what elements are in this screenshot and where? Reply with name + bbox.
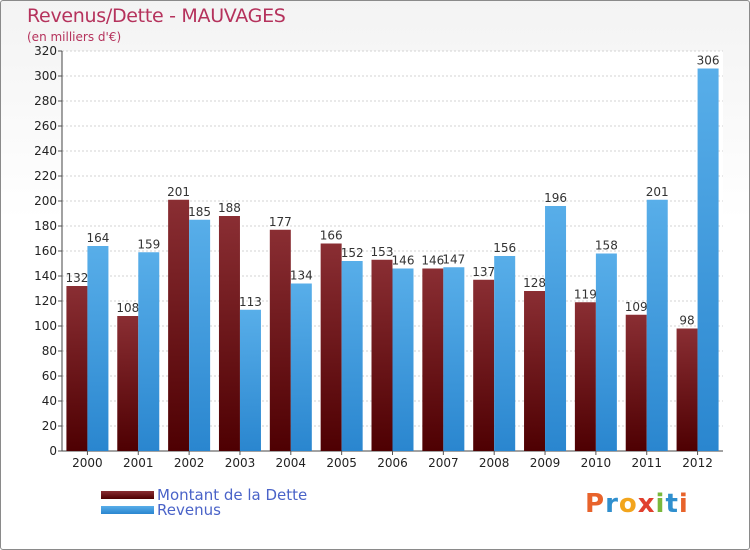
y-tick-label: 20	[42, 419, 57, 433]
bar-revenus	[646, 199, 668, 451]
data-label-revenus: 152	[341, 246, 364, 260]
bar-dette	[625, 314, 647, 451]
bar-dette	[371, 259, 393, 451]
bar-dette	[218, 216, 240, 451]
data-label-dette: 146	[421, 254, 444, 268]
x-tick-label: 2004	[276, 456, 307, 470]
x-tick-label: 2009	[530, 456, 561, 470]
logo-letter: t	[665, 489, 679, 519]
legend-swatch-dette	[101, 491, 154, 499]
y-tick-label: 220	[34, 169, 57, 183]
y-tick-label: 180	[34, 219, 57, 233]
data-label-dette: 109	[625, 300, 648, 314]
y-tick-label: 300	[34, 69, 57, 83]
y-tick-label: 280	[34, 94, 57, 108]
data-label-dette: 188	[218, 201, 241, 215]
y-tick-label: 60	[42, 369, 57, 383]
bar-dette	[524, 291, 546, 451]
data-label-revenus: 146	[392, 254, 415, 268]
data-label-revenus: 164	[86, 231, 109, 245]
bar-revenus	[290, 283, 312, 451]
logo-letter: o	[618, 489, 638, 519]
data-label-revenus: 196	[544, 191, 567, 205]
y-tick-label: 0	[49, 444, 57, 458]
bar-revenus	[443, 267, 465, 451]
logo-letter: i	[678, 489, 689, 519]
data-label-dette: 201	[167, 185, 190, 199]
bar-dette	[269, 229, 291, 451]
bar-revenus	[392, 268, 414, 451]
data-label-revenus: 159	[137, 237, 160, 251]
bar-dette	[168, 199, 190, 451]
bar-dette	[117, 316, 139, 451]
logo-letter: P	[585, 489, 606, 519]
data-label-revenus: 134	[290, 269, 313, 283]
x-tick-label: 2005	[326, 456, 357, 470]
bar-revenus	[239, 309, 261, 451]
x-tick-label: 2012	[682, 456, 713, 470]
x-tick-label: 2011	[631, 456, 662, 470]
logo-letter: r	[605, 489, 619, 519]
legend-swatch-revenus	[101, 506, 154, 514]
x-tick-label: 2006	[377, 456, 408, 470]
x-tick-label: 2010	[581, 456, 612, 470]
data-label-revenus: 156	[493, 241, 516, 255]
bar-revenus	[545, 206, 567, 451]
bar-revenus	[138, 252, 160, 451]
data-label-dette: 153	[371, 245, 394, 259]
x-tick-label: 2001	[123, 456, 154, 470]
data-label-dette: 98	[679, 314, 694, 328]
bar-dette	[676, 328, 698, 451]
bar-revenus	[595, 253, 617, 451]
data-label-dette: 108	[116, 301, 139, 315]
data-label-revenus: 201	[646, 185, 669, 199]
bar-revenus	[341, 261, 363, 451]
bar-revenus	[189, 219, 211, 451]
data-label-revenus: 306	[697, 54, 720, 68]
y-tick-label: 100	[34, 319, 57, 333]
y-tick-label: 160	[34, 244, 57, 258]
bar-revenus	[494, 256, 516, 451]
y-tick-label: 140	[34, 269, 57, 283]
y-tick-label: 240	[34, 144, 57, 158]
logo-letter: x	[637, 489, 656, 519]
x-tick-label: 2007	[428, 456, 459, 470]
y-tick-label: 80	[42, 344, 57, 358]
y-tick-label: 40	[42, 394, 57, 408]
data-label-revenus: 113	[239, 295, 262, 309]
logo-letter: i	[655, 489, 666, 519]
y-tick-label: 120	[34, 294, 57, 308]
data-label-dette: 119	[574, 287, 597, 301]
data-label-dette: 166	[320, 229, 343, 243]
y-tick-label: 200	[34, 194, 57, 208]
chart-subtitle: (en milliers d'€)	[27, 30, 122, 44]
data-label-dette: 132	[65, 271, 88, 285]
bar-revenus	[87, 246, 109, 451]
bar-dette	[422, 268, 444, 451]
data-label-dette: 177	[269, 215, 292, 229]
data-label-dette: 137	[472, 265, 495, 279]
chart-title: Revenus/Dette - MAUVAGES	[27, 5, 286, 27]
bar-dette	[473, 279, 495, 451]
bar-revenus	[697, 68, 719, 451]
x-tick-label: 2002	[174, 456, 205, 470]
bar-dette	[66, 286, 88, 451]
data-label-revenus: 185	[188, 205, 211, 219]
data-label-revenus: 158	[595, 239, 618, 253]
y-tick-label: 260	[34, 119, 57, 133]
proxiti-logo: Proxiti	[585, 489, 689, 519]
data-label-dette: 128	[523, 276, 546, 290]
bar-dette	[574, 302, 596, 451]
bar-dette	[320, 243, 342, 451]
x-tick-label: 2003	[225, 456, 256, 470]
legend-label-dette: Montant de la Dette	[157, 486, 308, 504]
x-tick-label: 2008	[479, 456, 510, 470]
y-tick-label: 320	[34, 44, 57, 58]
x-tick-label: 2000	[72, 456, 103, 470]
data-label-revenus: 147	[442, 252, 465, 266]
legend-label-revenus: Revenus	[157, 501, 221, 519]
